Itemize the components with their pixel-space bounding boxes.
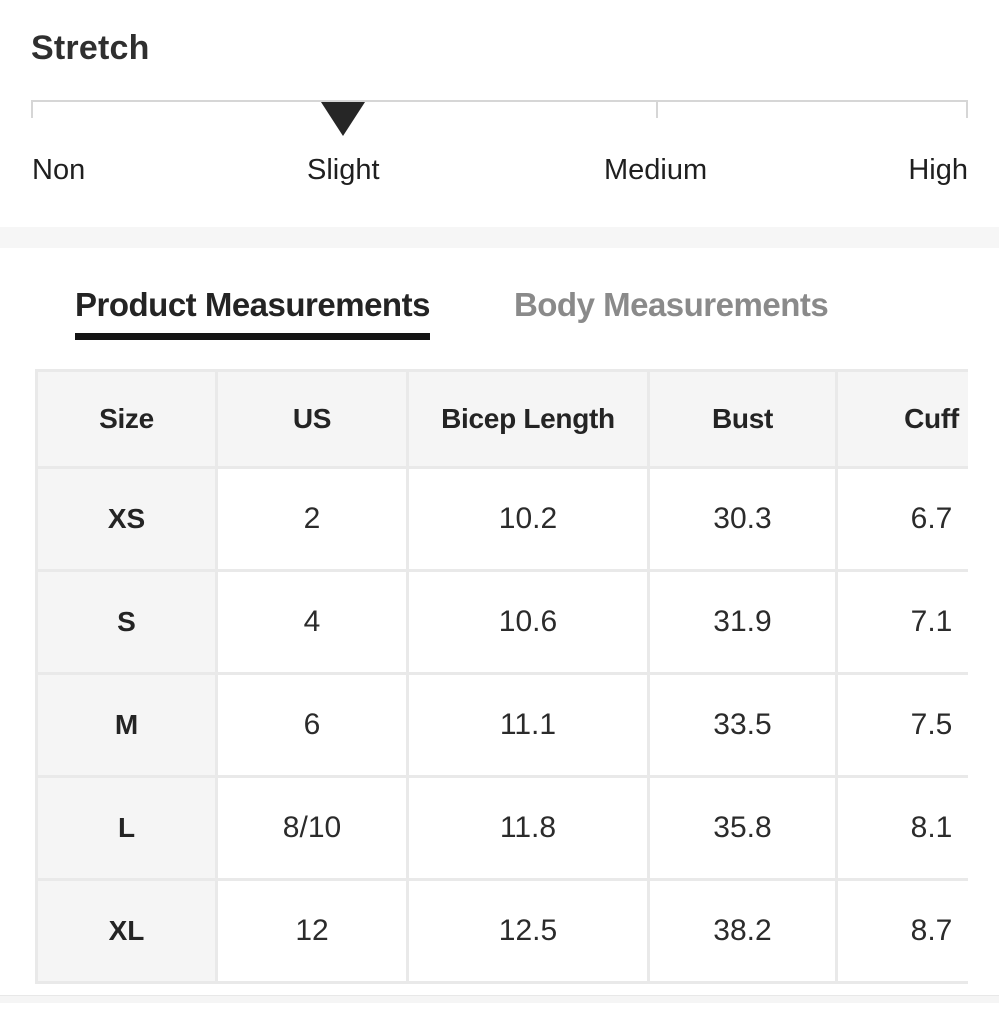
table-row: XS 2 10.2 30.3 6.7 (35, 466, 968, 572)
value-cell: 8/10 (215, 775, 409, 881)
col-header-bicep-length: Bicep Length (406, 369, 650, 469)
value-cell: 31.9 (647, 569, 838, 675)
stretch-level-non: Non (32, 154, 86, 186)
bottom-spacer (0, 984, 999, 995)
size-table-scroll-area[interactable]: Size US Bicep Length Bust Cuff XS 2 10.2… (35, 369, 968, 984)
value-cell: 2 (215, 466, 409, 572)
stretch-level-slight: Slight (307, 154, 380, 186)
tab-body-measurements[interactable]: Body Measurements (513, 286, 829, 323)
stretch-level-high: High (908, 154, 968, 186)
size-cell: XS (35, 466, 218, 572)
table-header-row: Size US Bicep Length Bust Cuff (35, 369, 968, 469)
triangle-marker-icon (321, 102, 366, 136)
value-cell: 4 (215, 569, 409, 675)
value-cell: 8.1 (835, 775, 968, 881)
value-cell: 12 (215, 878, 409, 984)
value-cell: 11.1 (406, 672, 650, 778)
value-cell: 35.8 (647, 775, 838, 881)
value-cell: 10.6 (406, 569, 650, 675)
col-header-us: US (215, 369, 409, 469)
value-cell: 7.1 (835, 569, 968, 675)
scale-tick (966, 100, 968, 118)
measurement-tabs: Product Measurements Body Measurements (75, 285, 999, 340)
col-header-size: Size (35, 369, 218, 469)
tab-product-measurements[interactable]: Product Measurements (75, 285, 430, 340)
table-row: S 4 10.6 31.9 7.1 (35, 569, 968, 675)
table-row: M 6 11.1 33.5 7.5 (35, 672, 968, 778)
section-divider (0, 227, 999, 248)
stretch-title: Stretch (31, 29, 150, 67)
size-cell: M (35, 672, 218, 778)
col-header-cuff: Cuff (835, 369, 968, 469)
value-cell: 38.2 (647, 878, 838, 984)
value-cell: 6.7 (835, 466, 968, 572)
value-cell: 11.8 (406, 775, 650, 881)
stretch-level-medium: Medium (604, 154, 708, 186)
value-cell: 10.2 (406, 466, 650, 572)
size-cell: S (35, 569, 218, 675)
scale-tick (31, 100, 33, 118)
value-cell: 7.5 (835, 672, 968, 778)
bottom-divider (0, 995, 999, 1003)
size-table: Size US Bicep Length Bust Cuff XS 2 10.2… (35, 369, 968, 984)
value-cell: 12.5 (406, 878, 650, 984)
size-cell: L (35, 775, 218, 881)
stretch-scale: Non Slight Medium High (31, 100, 968, 227)
table-row: L 8/10 11.8 35.8 8.1 (35, 775, 968, 881)
stretch-section: Stretch Non Slight Medium High (0, 28, 999, 227)
col-header-bust: Bust (647, 369, 838, 469)
scale-line (31, 100, 968, 102)
value-cell: 8.7 (835, 878, 968, 984)
scale-tick (655, 100, 658, 118)
size-cell: XL (35, 878, 218, 984)
value-cell: 6 (215, 672, 409, 778)
table-row: XL 12 12.5 38.2 8.7 (35, 878, 968, 984)
value-cell: 33.5 (647, 672, 838, 778)
value-cell: 30.3 (647, 466, 838, 572)
